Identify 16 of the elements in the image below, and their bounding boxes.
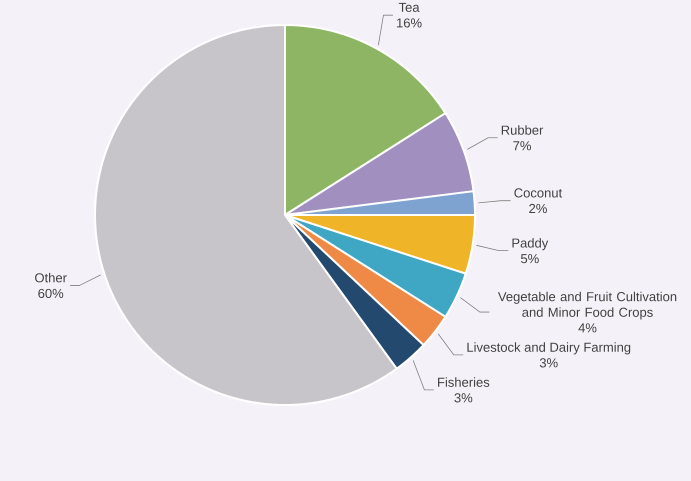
slice-label: Coconut (514, 188, 562, 198)
slice-label: Livestock and Dairy Farming (467, 342, 630, 354)
slice-label: Paddy (512, 238, 548, 250)
data-label: 16% (397, 18, 422, 28)
slice-label: Other (35, 272, 67, 282)
data-label: 60% (38, 288, 64, 298)
slice-label: Tea (398, 2, 420, 12)
data-label: 4% (578, 323, 596, 332)
slice-label: Rubber (502, 125, 544, 135)
slice-label: Vegetable and Fruit Cultivation and Minor Food Crops (498, 292, 676, 320)
data-label: 3% (454, 393, 472, 402)
data-label: 2% (529, 204, 547, 214)
data-label: 5% (520, 254, 539, 264)
slice-label: Fisheries (438, 377, 490, 387)
data-label: 3% (540, 358, 558, 368)
data-label: 7% (513, 141, 531, 150)
